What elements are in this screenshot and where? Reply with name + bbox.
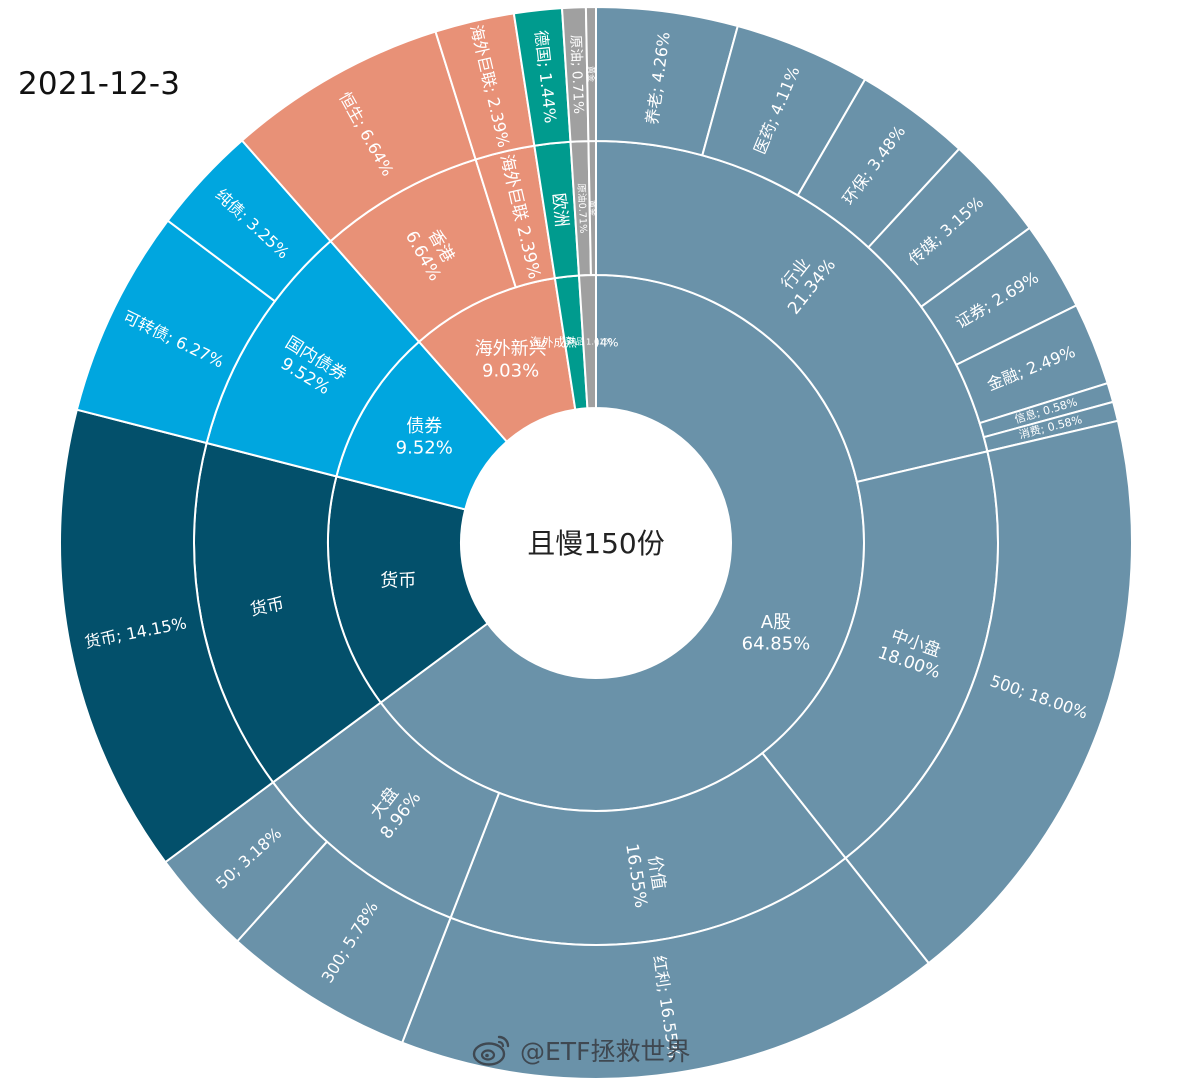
ring3-segment-19 — [584, 5, 597, 143]
watermark: @ETF拯救世界 — [472, 1030, 690, 1070]
watermark-text: @ETF拯救世界 — [520, 1037, 691, 1066]
chart-date: 2021-12-3 — [18, 66, 181, 102]
center-hole — [461, 408, 731, 678]
weibo-icon — [472, 1035, 510, 1066]
